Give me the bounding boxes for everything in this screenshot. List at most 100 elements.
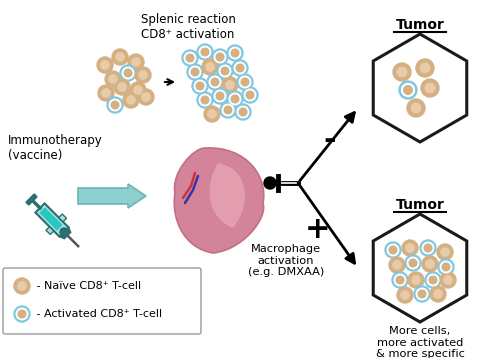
Circle shape xyxy=(142,93,150,101)
Circle shape xyxy=(239,76,251,88)
Circle shape xyxy=(184,52,196,64)
Circle shape xyxy=(234,62,246,74)
Circle shape xyxy=(60,228,68,236)
Circle shape xyxy=(393,261,401,269)
Circle shape xyxy=(123,92,139,108)
Circle shape xyxy=(134,86,142,94)
Circle shape xyxy=(412,103,420,113)
Circle shape xyxy=(229,93,241,105)
Circle shape xyxy=(424,244,432,252)
Circle shape xyxy=(212,49,228,65)
Circle shape xyxy=(416,288,428,300)
Circle shape xyxy=(404,86,412,94)
Circle shape xyxy=(105,71,121,87)
Circle shape xyxy=(440,272,456,288)
Polygon shape xyxy=(60,227,70,239)
Circle shape xyxy=(98,85,114,101)
Circle shape xyxy=(222,77,238,93)
Circle shape xyxy=(220,102,236,118)
Circle shape xyxy=(406,244,414,252)
FancyArrow shape xyxy=(78,184,146,208)
Circle shape xyxy=(139,71,147,79)
Circle shape xyxy=(434,290,442,298)
Circle shape xyxy=(409,259,417,267)
Circle shape xyxy=(398,67,406,77)
Polygon shape xyxy=(373,214,467,322)
Circle shape xyxy=(427,274,439,286)
Circle shape xyxy=(418,290,426,298)
Circle shape xyxy=(396,276,404,284)
Circle shape xyxy=(206,63,214,71)
FancyBboxPatch shape xyxy=(3,268,201,334)
Circle shape xyxy=(430,286,446,302)
Circle shape xyxy=(389,246,397,254)
Circle shape xyxy=(112,49,128,65)
Text: Macrophage
activation
(e.g. DMXAA): Macrophage activation (e.g. DMXAA) xyxy=(248,244,324,277)
Circle shape xyxy=(393,63,411,81)
Circle shape xyxy=(127,96,135,104)
Circle shape xyxy=(421,79,439,97)
Circle shape xyxy=(429,276,437,284)
Circle shape xyxy=(244,89,256,101)
Circle shape xyxy=(197,44,213,60)
Circle shape xyxy=(235,104,251,120)
Circle shape xyxy=(109,75,117,83)
Text: -: - xyxy=(324,126,336,155)
Text: Splenic reaction
CD8⁺ activation: Splenic reaction CD8⁺ activation xyxy=(140,13,235,41)
Circle shape xyxy=(208,110,216,118)
Circle shape xyxy=(399,81,417,99)
Circle shape xyxy=(387,244,399,256)
Circle shape xyxy=(402,83,414,96)
PathPatch shape xyxy=(210,163,245,228)
Circle shape xyxy=(132,58,140,66)
Circle shape xyxy=(394,274,406,286)
PathPatch shape xyxy=(174,148,264,253)
Circle shape xyxy=(109,99,121,111)
Text: Tumor: Tumor xyxy=(396,198,444,212)
Circle shape xyxy=(216,92,224,100)
Circle shape xyxy=(241,78,249,86)
Circle shape xyxy=(442,263,450,271)
Circle shape xyxy=(397,287,413,303)
Circle shape xyxy=(416,59,434,77)
Circle shape xyxy=(407,257,419,269)
Circle shape xyxy=(422,242,434,254)
Circle shape xyxy=(107,97,123,113)
Circle shape xyxy=(97,57,113,73)
Circle shape xyxy=(14,306,30,322)
Circle shape xyxy=(128,54,144,70)
Circle shape xyxy=(122,67,134,79)
Circle shape xyxy=(402,240,418,256)
Circle shape xyxy=(102,89,110,97)
Circle shape xyxy=(116,53,124,61)
Circle shape xyxy=(199,94,211,106)
Circle shape xyxy=(232,60,248,76)
Circle shape xyxy=(135,67,151,83)
Circle shape xyxy=(420,63,430,73)
Text: - Naïve CD8⁺ T-cell: - Naïve CD8⁺ T-cell xyxy=(33,281,141,291)
Circle shape xyxy=(207,74,223,90)
Circle shape xyxy=(242,87,258,103)
Polygon shape xyxy=(58,214,66,222)
Circle shape xyxy=(229,47,241,59)
Circle shape xyxy=(217,63,233,79)
Circle shape xyxy=(426,260,434,268)
Circle shape xyxy=(246,91,254,99)
Circle shape xyxy=(186,54,194,62)
Circle shape xyxy=(425,272,441,288)
Circle shape xyxy=(16,308,28,320)
Circle shape xyxy=(231,95,239,103)
Circle shape xyxy=(226,81,234,89)
Circle shape xyxy=(227,91,243,107)
Circle shape xyxy=(227,45,243,61)
Circle shape xyxy=(405,255,421,271)
Circle shape xyxy=(441,248,449,256)
Circle shape xyxy=(196,82,204,90)
Polygon shape xyxy=(40,207,62,231)
Circle shape xyxy=(187,64,203,80)
Circle shape xyxy=(420,240,436,256)
Circle shape xyxy=(437,244,453,260)
Circle shape xyxy=(444,276,452,284)
Circle shape xyxy=(237,74,253,90)
Text: Immunotherapy
(vaccine): Immunotherapy (vaccine) xyxy=(8,134,103,162)
